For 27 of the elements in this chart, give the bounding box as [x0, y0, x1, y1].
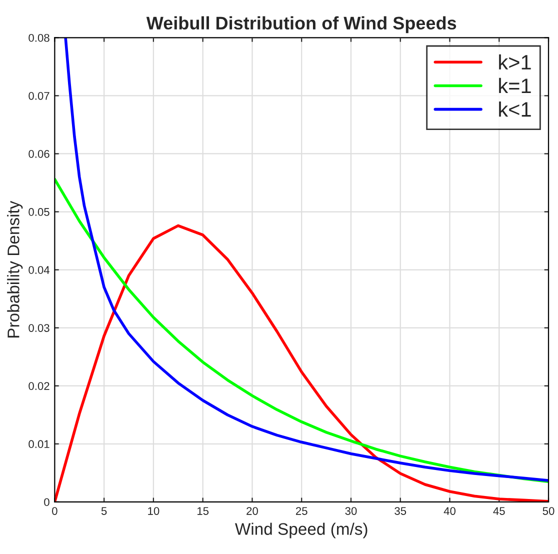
x-tick-label: 10 — [148, 507, 160, 515]
chart-title: Weibull Distribution of Wind Speeds — [146, 16, 456, 34]
x-tick-label: 20 — [246, 507, 258, 515]
line-series — [64, 38, 549, 482]
legend-label: k<1 — [499, 102, 531, 117]
x-tick-label: 35 — [394, 507, 406, 515]
y-tick-label: 0.07 — [28, 92, 50, 100]
y-tick-label: 0.06 — [28, 150, 50, 158]
x-tick-label: 25 — [296, 507, 308, 515]
x-tick-label: 45 — [493, 507, 505, 515]
legend-label: k=1 — [499, 78, 531, 94]
y-tick-label: 0.08 — [28, 34, 50, 42]
y-tick-label: 0.01 — [28, 440, 50, 448]
x-tick-label: 50 — [542, 507, 554, 515]
y-tick-label: 0.05 — [28, 208, 50, 216]
y-tick-label: 0.03 — [28, 324, 50, 332]
x-axis-title: Wind Speed (m/s) — [234, 522, 368, 538]
x-tick-label: 15 — [198, 507, 209, 515]
y-tick-label: 0.04 — [28, 266, 50, 274]
y-tick-label: 0 — [44, 498, 50, 506]
x-tick-label: 40 — [444, 507, 456, 515]
y-axis-title: Probability Density — [7, 200, 23, 338]
y-tick-label: 0.02 — [28, 382, 50, 390]
x-tick-label: 30 — [345, 507, 357, 515]
legend-label: k>1 — [499, 54, 531, 70]
x-tick-label: 5 — [101, 507, 107, 515]
x-tick-label: 0 — [52, 507, 58, 515]
